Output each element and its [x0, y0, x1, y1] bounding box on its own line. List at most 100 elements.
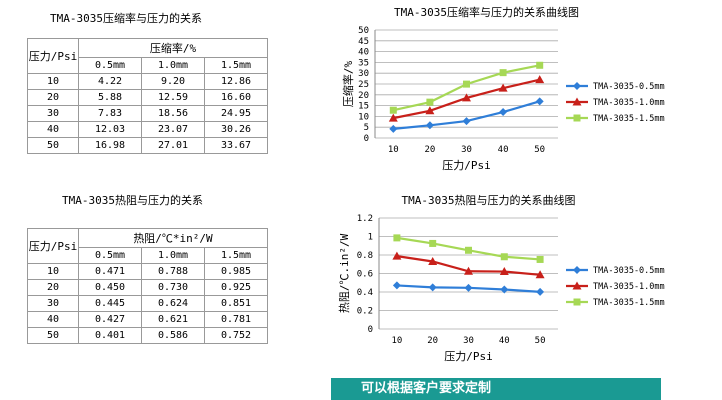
data-point — [462, 117, 471, 126]
x-axis-label: 压力/Psi — [444, 350, 493, 363]
data-point — [573, 266, 581, 274]
column-header: 1.0mm — [141, 247, 205, 264]
pressure-cell: 30 — [27, 295, 79, 312]
data-point — [464, 266, 473, 275]
value-cell: 9.20 — [141, 73, 205, 90]
table-row: 20 5.88 12.59 16.60 — [27, 89, 268, 106]
data-point — [500, 253, 508, 261]
value-cell: 0.752 — [204, 327, 268, 344]
data-point — [499, 108, 508, 117]
x-tick-label: 10 — [391, 336, 402, 346]
y-tick-label: 45 — [358, 37, 369, 47]
value-cell: 12.03 — [78, 121, 142, 138]
data-point — [425, 121, 434, 130]
value-cell: 16.60 — [204, 89, 268, 106]
value-cell: 23.07 — [141, 121, 205, 138]
y-axis-label: 压缩率/% — [341, 61, 355, 108]
value-cell: 30.26 — [204, 121, 268, 138]
data-point — [393, 234, 401, 242]
y-tick-label: 0 — [364, 134, 369, 144]
data-point — [500, 285, 509, 294]
x-tick-label: 50 — [534, 145, 545, 155]
x-tick-label: 30 — [463, 336, 474, 346]
column-header: 0.5mm — [78, 57, 142, 74]
chart-title: TMA-3035热阻与压力的关系曲线图 — [402, 193, 576, 207]
value-cell: 27.01 — [141, 137, 205, 154]
legend-label: TMA-3035-1.5mm — [593, 298, 665, 308]
value-cell: 0.450 — [78, 279, 142, 296]
data-point — [535, 270, 545, 279]
legend-label: TMA-3035-0.5mm — [593, 82, 665, 92]
pressure-cell: 20 — [27, 279, 79, 296]
y-tick-label: 5 — [364, 123, 369, 133]
x-tick-label: 40 — [498, 145, 509, 155]
value-cell: 0.985 — [204, 263, 268, 280]
value-cell: 24.95 — [204, 105, 268, 122]
pressure-cell: 20 — [27, 89, 79, 106]
value-cell: 0.401 — [78, 327, 142, 344]
column-header: 0.5mm — [78, 247, 142, 264]
legend-label: TMA-3035-1.0mm — [593, 282, 665, 292]
x-tick-label: 20 — [427, 336, 438, 346]
compression-row-header: 压力/Psi — [27, 38, 79, 74]
value-cell: 0.471 — [78, 263, 142, 280]
x-tick-label: 30 — [461, 145, 472, 155]
table-row: 30 7.83 18.56 24.95 — [27, 105, 268, 122]
x-tick-label: 50 — [535, 336, 546, 346]
value-cell: 18.56 — [141, 105, 205, 122]
data-point — [464, 283, 473, 292]
value-cell: 0.624 — [141, 295, 205, 312]
thermal-row-header: 压力/Psi — [27, 228, 79, 264]
data-point — [573, 82, 581, 90]
data-point — [499, 69, 507, 77]
y-tick-label: 15 — [358, 102, 369, 112]
table-row: 20 0.450 0.730 0.925 — [27, 279, 268, 296]
table-row: 30 0.445 0.624 0.851 — [27, 295, 268, 312]
x-tick-label: 40 — [499, 336, 510, 346]
y-tick-label: 1 — [368, 233, 373, 243]
pressure-cell: 10 — [27, 73, 79, 90]
y-tick-label: 10 — [358, 112, 369, 122]
data-point — [535, 97, 544, 106]
data-point — [392, 251, 402, 260]
value-cell: 7.83 — [78, 105, 142, 122]
x-axis-label: 压力/Psi — [442, 159, 491, 172]
data-point — [465, 246, 472, 254]
column-header: 1.5mm — [204, 57, 268, 74]
data-point — [499, 267, 509, 276]
data-point — [573, 114, 581, 122]
data-point — [428, 283, 437, 292]
y-tick-label: 1.2 — [357, 214, 373, 224]
y-tick-label: 0 — [368, 325, 373, 335]
data-point — [426, 98, 434, 106]
series-line — [393, 64, 540, 112]
data-point — [572, 281, 582, 290]
compression-table: 压力/Psi 压缩率/% 0.5mm 1.0mm 1.5mm 10 4.22 9… — [27, 38, 268, 154]
data-point — [428, 256, 438, 265]
table-row: 40 12.03 23.07 30.26 — [27, 121, 268, 138]
pressure-cell: 50 — [27, 327, 79, 344]
compression-value-header: 压缩率/% — [78, 38, 268, 58]
table-row: 50 16.98 27.01 33.67 — [27, 137, 268, 154]
chart-title: TMA-3035压缩率与压力的关系曲线图 — [394, 5, 579, 19]
value-cell: 12.86 — [204, 73, 268, 90]
y-tick-label: 30 — [358, 69, 369, 79]
pressure-cell: 30 — [27, 105, 79, 122]
value-cell: 0.586 — [141, 327, 205, 344]
legend-label: TMA-3035-0.5mm — [593, 266, 665, 276]
data-point — [462, 93, 471, 102]
y-tick-label: 0.2 — [357, 307, 373, 317]
y-tick-label: 25 — [358, 80, 369, 90]
data-point — [498, 83, 508, 92]
x-tick-label: 20 — [424, 145, 435, 155]
value-cell: 12.59 — [141, 89, 205, 106]
custom-order-banner: 可以根据客户要求定制 — [331, 378, 661, 400]
value-cell: 0.445 — [78, 295, 142, 312]
value-cell: 5.88 — [78, 89, 142, 106]
value-cell: 0.621 — [141, 311, 205, 328]
data-point — [535, 75, 545, 84]
data-point — [536, 287, 545, 296]
y-tick-label: 50 — [358, 26, 369, 36]
column-header: 1.0mm — [141, 57, 205, 74]
y-tick-label: 0.4 — [357, 288, 373, 298]
